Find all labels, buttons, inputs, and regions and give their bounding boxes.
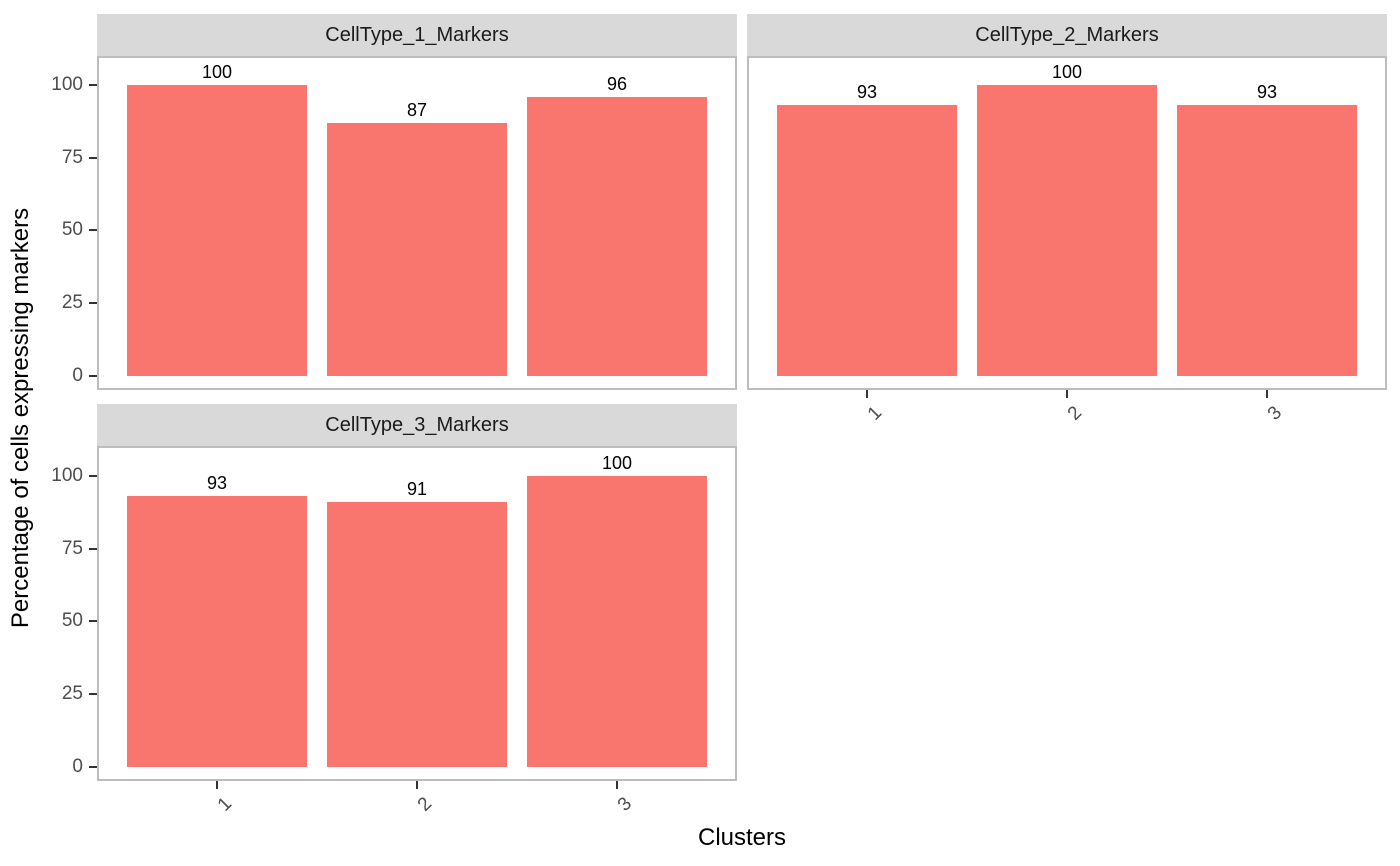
- facet-strip-title: CellType_2_Markers: [975, 23, 1159, 46]
- bar: [527, 97, 707, 376]
- y-axis-tick: [89, 157, 97, 159]
- facet-strip-title: CellType_1_Markers: [325, 23, 509, 46]
- y-axis-tick-label: 100: [51, 465, 83, 486]
- facet-strip: CellType_2_Markers: [747, 14, 1387, 56]
- facet-strip: CellType_1_Markers: [97, 14, 737, 56]
- facet-panel: 100 87 96: [97, 56, 737, 390]
- facet-strip-title: CellType_3_Markers: [325, 413, 509, 436]
- y-axis-tick: [89, 375, 97, 377]
- x-axis-tick-label: 3: [1263, 402, 1287, 425]
- x-axis-tick: [416, 781, 418, 789]
- y-axis-tick: [89, 620, 97, 622]
- bar: [127, 496, 307, 767]
- y-axis-tick-label: 50: [61, 219, 83, 240]
- bar-value-label: 87: [406, 100, 428, 120]
- y-axis-tick: [89, 475, 97, 477]
- y-axis-tick: [89, 302, 97, 304]
- x-axis-tick: [216, 781, 218, 789]
- facet-panel: 93 91 100: [97, 446, 737, 781]
- bar: [777, 105, 957, 376]
- bar-value-label: 91: [406, 479, 428, 499]
- bar: [1177, 105, 1357, 376]
- y-axis-tick-label: 0: [72, 365, 83, 386]
- bar: [327, 502, 507, 767]
- y-axis-tick-label: 25: [61, 683, 83, 704]
- y-axis-tick: [89, 548, 97, 550]
- bar-value-label: 93: [206, 473, 228, 493]
- y-axis-tick-label: 75: [61, 538, 83, 559]
- y-axis-tick: [89, 84, 97, 86]
- x-axis-tick: [1066, 390, 1068, 398]
- y-axis-tick: [89, 229, 97, 231]
- bar-value-label: 100: [601, 453, 633, 473]
- bar: [977, 85, 1157, 376]
- x-axis-tick-label: 1: [863, 402, 887, 425]
- x-axis-tick: [616, 781, 618, 789]
- bar-value-label: 100: [1051, 62, 1083, 82]
- bar: [527, 476, 707, 767]
- x-axis-title: Clusters: [697, 824, 787, 851]
- y-axis-title: Percentage of cells expressing markers: [7, 207, 34, 629]
- y-axis-tick-label: 0: [72, 756, 83, 777]
- x-axis-tick-label: 1: [213, 793, 237, 816]
- x-axis-tick-label: 2: [1063, 402, 1087, 425]
- facet-panel: 93 100 93: [747, 56, 1387, 390]
- bar-value-label: 93: [1256, 82, 1278, 102]
- y-axis-tick-label: 75: [61, 147, 83, 168]
- y-axis-tick-label: 50: [61, 610, 83, 631]
- x-axis-tick-label: 3: [613, 793, 637, 816]
- bar: [327, 123, 507, 376]
- facet-strip: CellType_3_Markers: [97, 404, 737, 446]
- y-axis-tick: [89, 766, 97, 768]
- bar-value-label: 93: [856, 82, 878, 102]
- y-axis-tick-label: 25: [61, 292, 83, 313]
- bar-value-label: 96: [606, 74, 628, 94]
- y-axis-tick-label: 100: [51, 74, 83, 95]
- x-axis-tick: [866, 390, 868, 398]
- bar: [127, 85, 307, 376]
- x-axis-tick: [1266, 390, 1268, 398]
- bar-value-label: 100: [201, 62, 233, 82]
- y-axis-tick: [89, 693, 97, 695]
- x-axis-tick-label: 2: [413, 793, 437, 816]
